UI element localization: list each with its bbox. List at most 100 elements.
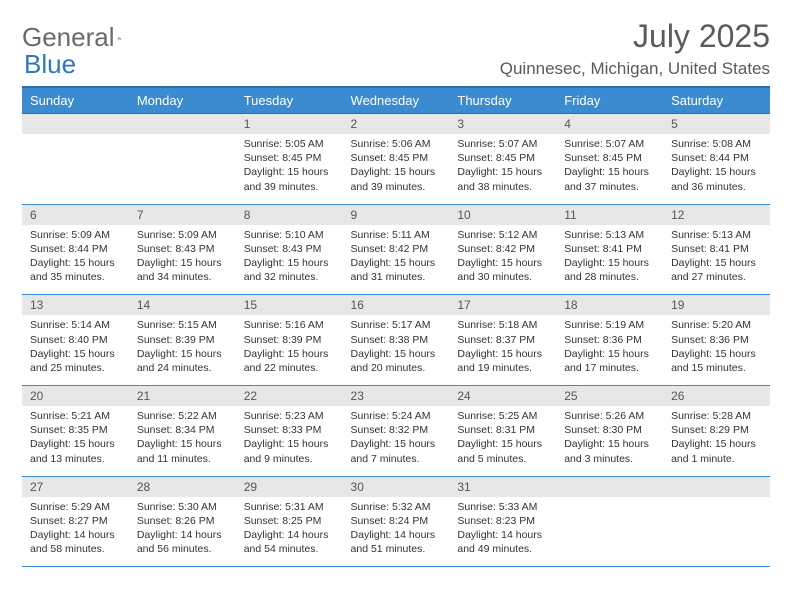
calendar-cell bbox=[556, 476, 663, 567]
day-number: 3 bbox=[449, 114, 556, 134]
day-number: 9 bbox=[343, 205, 450, 225]
day-number: 13 bbox=[22, 295, 129, 315]
day-number: 27 bbox=[22, 477, 129, 497]
day-details: Sunrise: 5:05 AMSunset: 8:45 PMDaylight:… bbox=[236, 134, 343, 204]
day-details: Sunrise: 5:23 AMSunset: 8:33 PMDaylight:… bbox=[236, 406, 343, 476]
calendar-cell: 7Sunrise: 5:09 AMSunset: 8:43 PMDaylight… bbox=[129, 204, 236, 295]
location: Quinnesec, Michigan, United States bbox=[500, 59, 770, 79]
calendar-cell: 28Sunrise: 5:30 AMSunset: 8:26 PMDayligh… bbox=[129, 476, 236, 567]
day-number: 24 bbox=[449, 386, 556, 406]
day-number: 1 bbox=[236, 114, 343, 134]
calendar-cell: 11Sunrise: 5:13 AMSunset: 8:41 PMDayligh… bbox=[556, 204, 663, 295]
calendar-cell: 31Sunrise: 5:33 AMSunset: 8:23 PMDayligh… bbox=[449, 476, 556, 567]
day-number: 25 bbox=[556, 386, 663, 406]
day-number: 10 bbox=[449, 205, 556, 225]
day-details: Sunrise: 5:16 AMSunset: 8:39 PMDaylight:… bbox=[236, 315, 343, 385]
calendar-cell: 4Sunrise: 5:07 AMSunset: 8:45 PMDaylight… bbox=[556, 114, 663, 205]
calendar-cell: 18Sunrise: 5:19 AMSunset: 8:36 PMDayligh… bbox=[556, 295, 663, 386]
calendar-cell: 10Sunrise: 5:12 AMSunset: 8:42 PMDayligh… bbox=[449, 204, 556, 295]
calendar-cell: 23Sunrise: 5:24 AMSunset: 8:32 PMDayligh… bbox=[343, 386, 450, 477]
day-number: 6 bbox=[22, 205, 129, 225]
day-details: Sunrise: 5:11 AMSunset: 8:42 PMDaylight:… bbox=[343, 225, 450, 295]
calendar-cell: 21Sunrise: 5:22 AMSunset: 8:34 PMDayligh… bbox=[129, 386, 236, 477]
day-details: Sunrise: 5:18 AMSunset: 8:37 PMDaylight:… bbox=[449, 315, 556, 385]
day-number: 21 bbox=[129, 386, 236, 406]
day-details: Sunrise: 5:14 AMSunset: 8:40 PMDaylight:… bbox=[22, 315, 129, 385]
day-number: 17 bbox=[449, 295, 556, 315]
day-details: Sunrise: 5:06 AMSunset: 8:45 PMDaylight:… bbox=[343, 134, 450, 204]
day-number: 30 bbox=[343, 477, 450, 497]
calendar-cell: 25Sunrise: 5:26 AMSunset: 8:30 PMDayligh… bbox=[556, 386, 663, 477]
calendar-cell: 14Sunrise: 5:15 AMSunset: 8:39 PMDayligh… bbox=[129, 295, 236, 386]
calendar-cell: 5Sunrise: 5:08 AMSunset: 8:44 PMDaylight… bbox=[663, 114, 770, 205]
calendar-cell: 8Sunrise: 5:10 AMSunset: 8:43 PMDaylight… bbox=[236, 204, 343, 295]
day-number: 15 bbox=[236, 295, 343, 315]
day-number: 8 bbox=[236, 205, 343, 225]
day-number: 31 bbox=[449, 477, 556, 497]
weekday-header: Thursday bbox=[449, 87, 556, 114]
day-number: 7 bbox=[129, 205, 236, 225]
day-details: Sunrise: 5:32 AMSunset: 8:24 PMDaylight:… bbox=[343, 497, 450, 567]
day-details: Sunrise: 5:09 AMSunset: 8:44 PMDaylight:… bbox=[22, 225, 129, 295]
day-details: Sunrise: 5:24 AMSunset: 8:32 PMDaylight:… bbox=[343, 406, 450, 476]
day-details: Sunrise: 5:12 AMSunset: 8:42 PMDaylight:… bbox=[449, 225, 556, 295]
calendar-cell: 16Sunrise: 5:17 AMSunset: 8:38 PMDayligh… bbox=[343, 295, 450, 386]
weekday-header: Monday bbox=[129, 87, 236, 114]
day-number: 5 bbox=[663, 114, 770, 134]
day-number: 14 bbox=[129, 295, 236, 315]
calendar-cell bbox=[129, 114, 236, 205]
day-details: Sunrise: 5:10 AMSunset: 8:43 PMDaylight:… bbox=[236, 225, 343, 295]
calendar-cell: 12Sunrise: 5:13 AMSunset: 8:41 PMDayligh… bbox=[663, 204, 770, 295]
weekday-header: Sunday bbox=[22, 87, 129, 114]
day-details: Sunrise: 5:22 AMSunset: 8:34 PMDaylight:… bbox=[129, 406, 236, 476]
day-number: 2 bbox=[343, 114, 450, 134]
day-number: 4 bbox=[556, 114, 663, 134]
calendar-cell: 20Sunrise: 5:21 AMSunset: 8:35 PMDayligh… bbox=[22, 386, 129, 477]
calendar-cell: 27Sunrise: 5:29 AMSunset: 8:27 PMDayligh… bbox=[22, 476, 129, 567]
calendar-cell: 9Sunrise: 5:11 AMSunset: 8:42 PMDaylight… bbox=[343, 204, 450, 295]
calendar-row: 6Sunrise: 5:09 AMSunset: 8:44 PMDaylight… bbox=[22, 204, 770, 295]
logo-sail-icon bbox=[117, 29, 122, 47]
weekday-header: Tuesday bbox=[236, 87, 343, 114]
day-number: 20 bbox=[22, 386, 129, 406]
day-number: 29 bbox=[236, 477, 343, 497]
day-details: Sunrise: 5:13 AMSunset: 8:41 PMDaylight:… bbox=[663, 225, 770, 295]
day-details: Sunrise: 5:21 AMSunset: 8:35 PMDaylight:… bbox=[22, 406, 129, 476]
day-details: Sunrise: 5:15 AMSunset: 8:39 PMDaylight:… bbox=[129, 315, 236, 385]
day-number: 28 bbox=[129, 477, 236, 497]
day-number: 18 bbox=[556, 295, 663, 315]
calendar-row: 20Sunrise: 5:21 AMSunset: 8:35 PMDayligh… bbox=[22, 386, 770, 477]
day-details: Sunrise: 5:26 AMSunset: 8:30 PMDaylight:… bbox=[556, 406, 663, 476]
calendar-row: 27Sunrise: 5:29 AMSunset: 8:27 PMDayligh… bbox=[22, 476, 770, 567]
month-title: July 2025 bbox=[500, 18, 770, 55]
calendar-row: 13Sunrise: 5:14 AMSunset: 8:40 PMDayligh… bbox=[22, 295, 770, 386]
weekday-header: Friday bbox=[556, 87, 663, 114]
calendar-cell: 30Sunrise: 5:32 AMSunset: 8:24 PMDayligh… bbox=[343, 476, 450, 567]
day-details: Sunrise: 5:29 AMSunset: 8:27 PMDaylight:… bbox=[22, 497, 129, 567]
day-number: 19 bbox=[663, 295, 770, 315]
title-block: July 2025 Quinnesec, Michigan, United St… bbox=[500, 18, 770, 79]
calendar-cell: 22Sunrise: 5:23 AMSunset: 8:33 PMDayligh… bbox=[236, 386, 343, 477]
calendar-cell bbox=[22, 114, 129, 205]
day-details: Sunrise: 5:31 AMSunset: 8:25 PMDaylight:… bbox=[236, 497, 343, 567]
day-number: 12 bbox=[663, 205, 770, 225]
day-details: Sunrise: 5:07 AMSunset: 8:45 PMDaylight:… bbox=[449, 134, 556, 204]
day-number: 16 bbox=[343, 295, 450, 315]
calendar-cell: 24Sunrise: 5:25 AMSunset: 8:31 PMDayligh… bbox=[449, 386, 556, 477]
calendar-row: 1Sunrise: 5:05 AMSunset: 8:45 PMDaylight… bbox=[22, 114, 770, 205]
calendar-cell: 29Sunrise: 5:31 AMSunset: 8:25 PMDayligh… bbox=[236, 476, 343, 567]
day-details: Sunrise: 5:09 AMSunset: 8:43 PMDaylight:… bbox=[129, 225, 236, 295]
calendar-cell bbox=[663, 476, 770, 567]
calendar-cell: 17Sunrise: 5:18 AMSunset: 8:37 PMDayligh… bbox=[449, 295, 556, 386]
calendar-cell: 19Sunrise: 5:20 AMSunset: 8:36 PMDayligh… bbox=[663, 295, 770, 386]
weekday-header: Saturday bbox=[663, 87, 770, 114]
day-number: 23 bbox=[343, 386, 450, 406]
calendar-cell: 26Sunrise: 5:28 AMSunset: 8:29 PMDayligh… bbox=[663, 386, 770, 477]
calendar-cell: 2Sunrise: 5:06 AMSunset: 8:45 PMDaylight… bbox=[343, 114, 450, 205]
calendar-table: Sunday Monday Tuesday Wednesday Thursday… bbox=[22, 86, 770, 567]
day-details: Sunrise: 5:08 AMSunset: 8:44 PMDaylight:… bbox=[663, 134, 770, 204]
day-number: 22 bbox=[236, 386, 343, 406]
day-details: Sunrise: 5:17 AMSunset: 8:38 PMDaylight:… bbox=[343, 315, 450, 385]
day-details: Sunrise: 5:30 AMSunset: 8:26 PMDaylight:… bbox=[129, 497, 236, 567]
day-number-empty bbox=[663, 477, 770, 497]
